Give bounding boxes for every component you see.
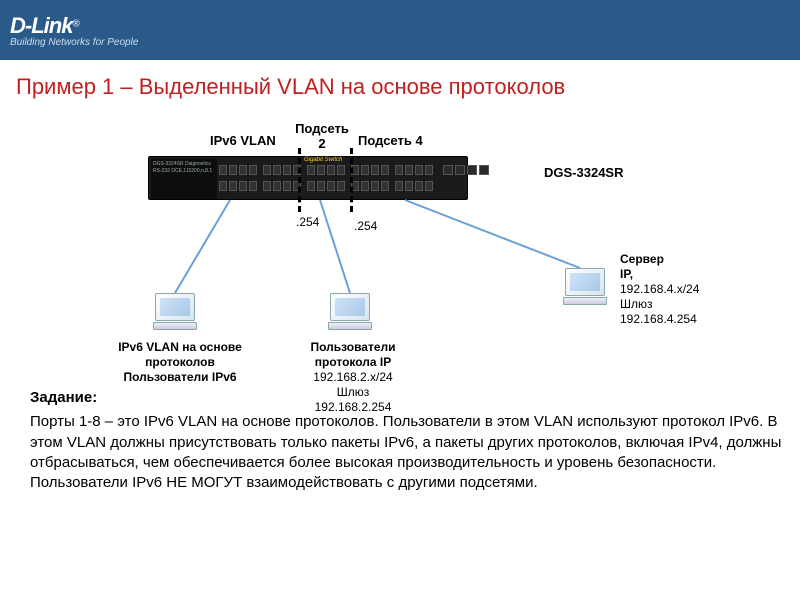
brand-name: D-Link: [10, 13, 72, 38]
label-subnet2-num: 2: [318, 136, 325, 151]
task-body: Порты 1-8 – это IPv6 VLAN на основе прот…: [30, 412, 782, 493]
page-title: Пример 1 – Выделенный VLAN на основе про…: [16, 74, 800, 100]
divider-1: [298, 148, 301, 212]
caption-server-l1: Сервер IP,: [620, 252, 664, 281]
caption-ipusers-l2: протокола IP: [315, 355, 392, 369]
label-ipv6-vlan: IPv6 VLAN: [210, 134, 276, 149]
caption-server-l4: 192.168.4.254: [620, 312, 697, 326]
caption-ipusers-l3: 192.168.2.x/24: [313, 370, 392, 384]
logo: D-Link® Building Networks for People: [10, 13, 138, 48]
caption-server-l2: 192.168.4.x/24: [620, 282, 699, 296]
caption-ipv6-l3: Пользователи IPv6: [123, 370, 236, 384]
caption-server-l3: Шлюз: [620, 297, 653, 311]
brand-tagline: Building Networks for People: [10, 37, 138, 48]
brand-header: D-Link® Building Networks for People: [0, 0, 800, 60]
caption-ipusers-l5: 192.168.2.254: [315, 400, 392, 414]
divider-2: [350, 148, 353, 212]
switch-gbit-label: Gigabit Switch: [304, 157, 342, 163]
label-subnet2: Подсеть 2: [292, 122, 352, 152]
label-subnet2-text: Подсеть: [295, 121, 349, 136]
pc-ipusers: [325, 293, 375, 335]
switch-left-panel: DGS-3324SR Diagnostics RS-232 DCE,115200…: [151, 159, 217, 199]
caption-ipusers: Пользователи протокола IP 192.168.2.x/24…: [278, 340, 428, 415]
network-diagram: IPv6 VLAN Подсеть 2 Подсеть 4 DGS-3324SR…: [0, 108, 800, 388]
caption-ipv6: IPv6 VLAN на основе протоколов Пользоват…: [100, 340, 260, 385]
label-254a: .254: [296, 216, 319, 230]
caption-ipusers-l4: Шлюз: [337, 385, 370, 399]
pc-ipv6: [150, 293, 200, 335]
brand-reg: ®: [72, 18, 79, 29]
switch-device: DGS-3324SR Diagnostics RS-232 DCE,115200…: [148, 156, 468, 200]
switch-ports-top: [219, 165, 489, 175]
label-254b: .254: [354, 220, 377, 234]
caption-server: Сервер IP, 192.168.4.x/24 Шлюз 192.168.4…: [530, 252, 640, 327]
caption-ipv6-l1: IPv6 VLAN на основе: [118, 340, 242, 354]
label-subnet4: Подсеть 4: [358, 134, 423, 149]
label-model: DGS-3324SR: [544, 166, 623, 181]
caption-ipv6-l2: протоколов: [145, 355, 215, 369]
switch-ports-bottom: [219, 181, 433, 191]
switch-left-text: DGS-3324SR Diagnostics RS-232 DCE,115200…: [151, 159, 217, 176]
caption-ipusers-l1: Пользователи: [310, 340, 395, 354]
